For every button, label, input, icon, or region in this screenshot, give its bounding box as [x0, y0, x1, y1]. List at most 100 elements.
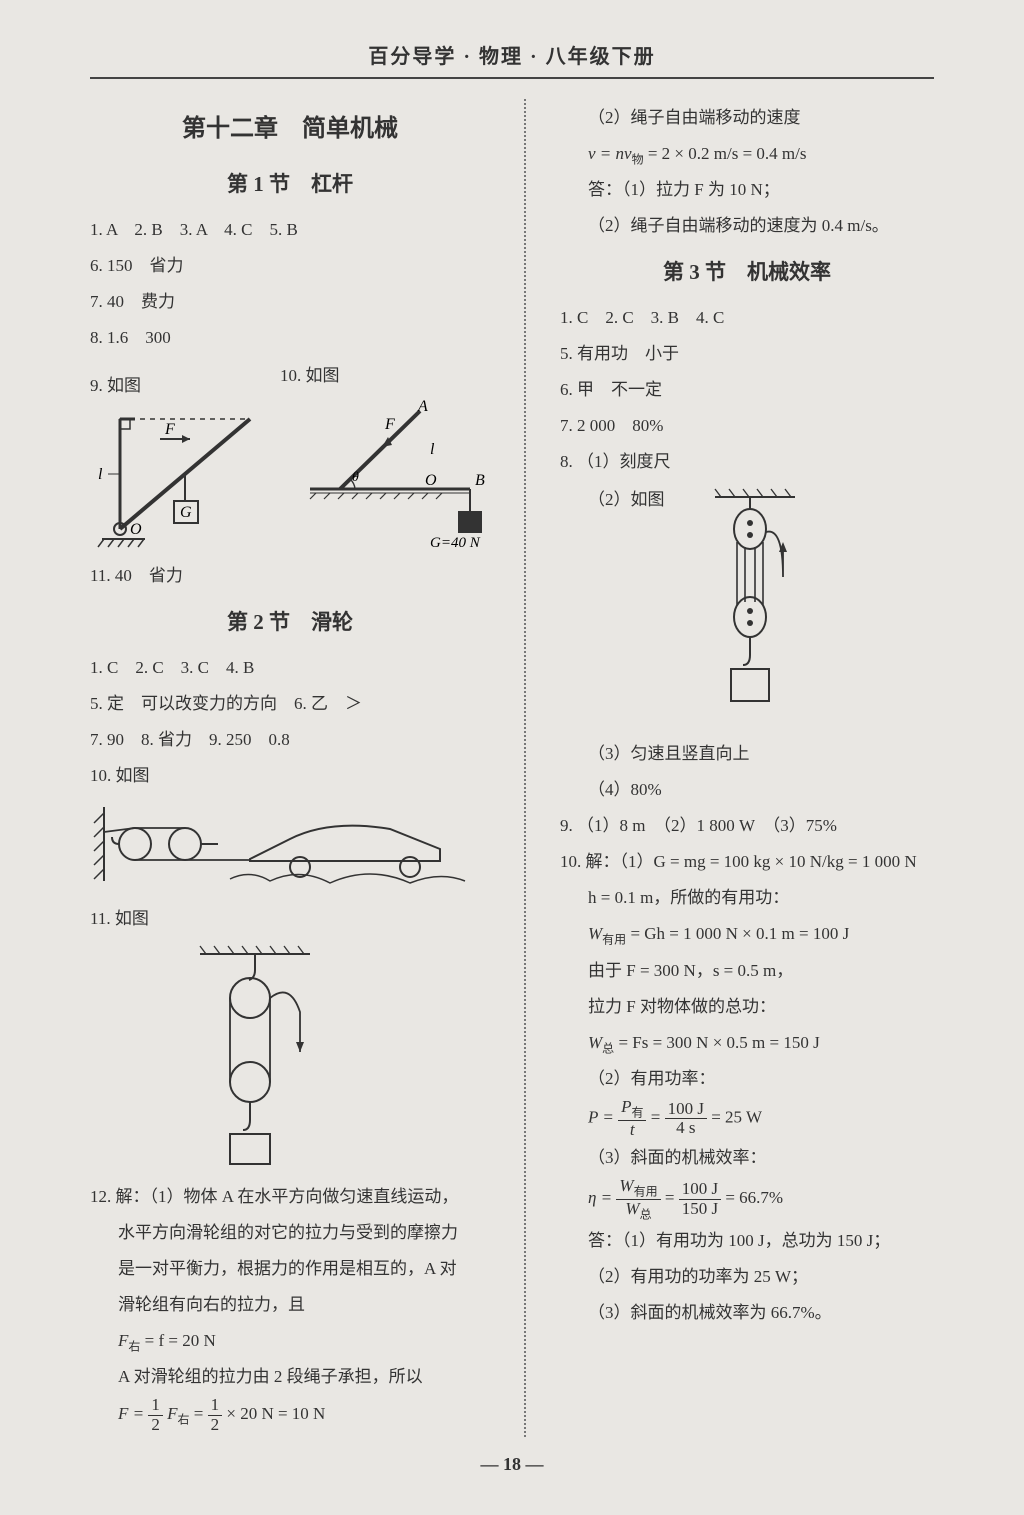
s3-l7: （4）80%	[560, 773, 934, 807]
s2-l4: 10. 如图	[90, 759, 490, 793]
s1-l3: 7. 40 费力	[90, 285, 490, 319]
q10-i-tail: = 66.7%	[725, 1188, 783, 1207]
q12-f: F = 12 F右 = 12 × 20 N = 10 N	[90, 1396, 490, 1434]
q10-j: 答：（1）有用功为 100 J，总功为 150 J；	[560, 1224, 934, 1258]
s3-l2: 5. 有用功 小于	[560, 337, 934, 371]
r-cont-l1: （2）绳子自由端移动的速度	[560, 101, 934, 135]
s1-l5b: 10. 如图	[280, 359, 490, 393]
q10-i-num-pre: W	[619, 1176, 633, 1195]
figure-q9: F l O G	[90, 409, 270, 549]
q10-g: P = P有 t = 100 J4 s = 25 W	[560, 1098, 934, 1139]
q10-i-mid: =	[665, 1188, 679, 1207]
q10-i-pre: η =	[588, 1188, 616, 1207]
q12-d-pre: F	[118, 1331, 128, 1350]
s3-l5b: （2）如图	[560, 483, 665, 517]
q10-g-mid: =	[651, 1108, 665, 1127]
q10-i-num-sub: 有用	[634, 1185, 658, 1199]
q12-d-mid: = f = 20 N	[140, 1331, 215, 1350]
chapter-title: 第十二章 简单机械	[90, 105, 490, 153]
q12-f-pre: F =	[118, 1404, 148, 1423]
page-footer: — 18 —	[0, 1454, 1024, 1475]
s3-l6: （3）匀速且竖直向上	[560, 737, 934, 771]
s2-l2: 5. 定 可以改变力的方向 6. 乙 ＞	[90, 687, 490, 721]
fig9-F-label: F	[164, 421, 175, 438]
r-cont-l2-sub: 物	[632, 152, 644, 166]
r-cont-l2-pre: v = nv	[588, 144, 632, 163]
fig10-F: F	[384, 416, 395, 433]
s1-l1: 1. A 2. B 3. A 4. C 5. B	[90, 213, 490, 247]
s2-l3: 7. 90 8. 省力 9. 250 0.8	[90, 723, 490, 757]
s1-l4: 8. 1.6 300	[90, 321, 490, 355]
q10-g-num-pre: P	[621, 1097, 631, 1116]
s3-l5: 8. （1）刻度尺	[560, 445, 934, 479]
fig10-A: A	[417, 399, 428, 415]
q10-e-sub: 总	[602, 1041, 614, 1055]
figure-q10-car	[90, 799, 490, 894]
q10-i-den2: 150 J	[679, 1200, 721, 1219]
q10-e-pre: W	[588, 1033, 602, 1052]
q12-f-mid1: F	[167, 1404, 177, 1423]
q12-b: 是一对平衡力，根据力的作用是相互的，A 对	[90, 1252, 490, 1286]
q12-f-num: 1	[148, 1396, 163, 1416]
s3-l8: 9. （1）8 m （2）1 800 W （3）75%	[560, 809, 934, 843]
s3-l4: 7. 2 000 80%	[560, 409, 934, 443]
q12-a: 水平方向滑轮组的对它的拉力与受到的摩擦力	[90, 1216, 490, 1250]
q12-d-sub: 右	[128, 1339, 140, 1353]
s1-l6: 11. 40 省力	[90, 559, 490, 593]
fig10-theta: θ	[352, 470, 359, 485]
figure-q10: A F l θ O B G=40 N	[280, 399, 490, 549]
q12-d: F右 = f = 20 N	[90, 1324, 490, 1358]
r-cont-l2: v = nv物 = 2 × 0.2 m/s = 0.4 m/s	[560, 137, 934, 171]
q10-f: （2）有用功率：	[560, 1062, 934, 1096]
fig9-G-label: G	[180, 504, 192, 521]
q12-f-den2: 2	[208, 1416, 223, 1435]
q12-f-tail: × 20 N = 10 N	[226, 1404, 325, 1423]
s1-l2: 6. 150 省力	[90, 249, 490, 283]
q10-g-num2: 100 J	[665, 1100, 707, 1120]
fig10-O: O	[425, 472, 437, 489]
q10-a: h = 0.1 m，所做的有用功：	[560, 881, 934, 915]
s1-l5a: 9. 如图	[90, 369, 270, 403]
s3-l1: 1. C 2. C 3. B 4. C	[560, 301, 934, 335]
q10-e: W总 = Fs = 300 N × 0.5 m = 150 J	[560, 1026, 934, 1060]
figure-q11-pulley	[180, 942, 490, 1172]
r-cont-l2-tail: = 2 × 0.2 m/s = 0.4 m/s	[644, 144, 807, 163]
q12-e: A 对滑轮组的拉力由 2 段绳子承担，所以	[90, 1360, 490, 1394]
q10-k: （2）有用功的功率为 25 W；	[560, 1260, 934, 1294]
s2-l5: 11. 如图	[90, 902, 490, 936]
content-columns: 第十二章 简单机械 第 1 节 杠杆 1. A 2. B 3. A 4. C 5…	[90, 99, 934, 1437]
figure-s3-q8	[685, 487, 805, 727]
q12-c: 滑轮组有向右的拉力，且	[90, 1288, 490, 1322]
q10-l: （3）斜面的机械效率为 66.7%。	[560, 1296, 934, 1330]
q12-f-sub: 右	[178, 1413, 190, 1427]
q12-f-den: 2	[148, 1416, 163, 1435]
q10-b: W有用 = Gh = 1 000 N × 0.1 m = 100 J	[560, 917, 934, 951]
q10-i: η = W有用 W总 = 100 J150 J = 66.7%	[560, 1177, 934, 1221]
q10-i-den-pre: W	[625, 1199, 639, 1218]
q10-e-tail: = Fs = 300 N × 0.5 m = 150 J	[614, 1033, 820, 1052]
q10-g-tail: = 25 W	[711, 1108, 762, 1127]
right-column: （2）绳子自由端移动的速度 v = nv物 = 2 × 0.2 m/s = 0.…	[560, 99, 934, 1437]
q10-h: （3）斜面的机械效率：	[560, 1141, 934, 1175]
s2-l1: 1. C 2. C 3. C 4. B	[90, 651, 490, 685]
r-cont-l4: （2）绳子自由端移动的速度为 0.4 m/s。	[560, 209, 934, 243]
q10-i-num2: 100 J	[679, 1180, 721, 1200]
q10-g-den: t	[630, 1120, 635, 1139]
section-2-title: 第 2 节 滑轮	[90, 601, 490, 643]
section-3-title: 第 3 节 机械效率	[560, 251, 934, 293]
fig10-G: G=40 N	[430, 535, 481, 549]
q10-head: 10. 解：（1）G = mg = 100 kg × 10 N/kg = 1 0…	[560, 845, 934, 879]
q10-b-tail: = Gh = 1 000 N × 0.1 m = 100 J	[626, 924, 849, 943]
q10-c: 由于 F = 300 N，s = 0.5 m，	[560, 954, 934, 988]
left-column: 第十二章 简单机械 第 1 节 杠杆 1. A 2. B 3. A 4. C 5…	[90, 99, 490, 1437]
s3-l3: 6. 甲 不一定	[560, 373, 934, 407]
fig9-l-label: l	[98, 466, 103, 483]
q12-f-mid2: =	[194, 1404, 208, 1423]
q12-f-num2: 1	[208, 1396, 223, 1416]
q10-g-den2: 4 s	[665, 1119, 707, 1138]
q12-head: 12. 解：（1）物体 A 在水平方向做匀速直线运动，	[90, 1180, 490, 1214]
column-divider	[524, 99, 526, 1437]
q10-g-num-sub: 有	[631, 1106, 643, 1120]
fig9-O-label: O	[130, 521, 142, 538]
q10-b-sub: 有用	[602, 933, 626, 947]
